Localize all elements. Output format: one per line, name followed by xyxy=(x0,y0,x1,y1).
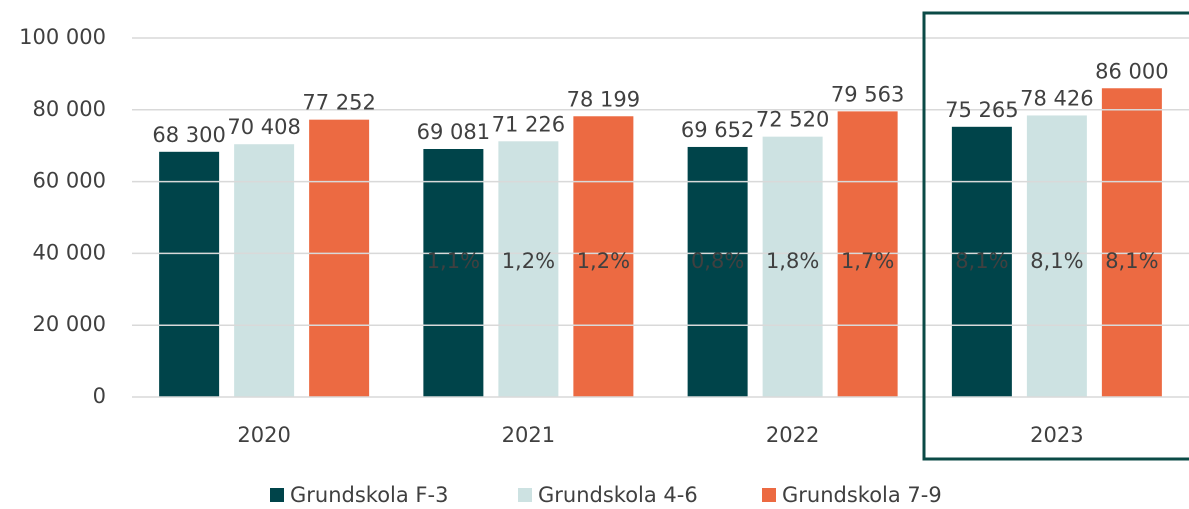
bar xyxy=(837,111,898,397)
bar xyxy=(687,146,748,397)
bar xyxy=(498,141,559,397)
value-label: 68 300 xyxy=(152,123,225,147)
x-tick-label: 2021 xyxy=(502,423,555,447)
growth-label: 1,1% xyxy=(427,249,480,273)
value-label: 86 000 xyxy=(1095,59,1168,83)
x-tick-label: 2023 xyxy=(1030,423,1083,447)
value-label: 77 252 xyxy=(302,91,375,115)
y-tick-label: 20 000 xyxy=(33,312,106,336)
growth-label: 8,1% xyxy=(1030,249,1083,273)
growth-label: 8,1% xyxy=(1105,249,1158,273)
value-label: 75 265 xyxy=(945,98,1018,122)
growth-label: 1,2% xyxy=(577,249,630,273)
bar xyxy=(1101,88,1162,397)
value-label: 69 081 xyxy=(417,120,490,144)
legend-swatch xyxy=(762,488,776,502)
bar xyxy=(159,151,220,397)
growth-label: 8,1% xyxy=(955,249,1008,273)
value-label: 78 199 xyxy=(567,87,640,111)
y-tick-label: 100 000 xyxy=(19,25,106,49)
legend-label: Grundskola F-3 xyxy=(290,483,448,507)
y-tick-label: 60 000 xyxy=(33,169,106,193)
growth-label: 1,8% xyxy=(766,249,819,273)
bar xyxy=(1026,115,1087,398)
legend-swatch xyxy=(518,488,532,502)
y-tick-label: 80 000 xyxy=(33,97,106,121)
value-label: 79 563 xyxy=(831,82,904,106)
value-label: 69 652 xyxy=(681,118,754,142)
bar xyxy=(951,126,1012,398)
bar xyxy=(762,136,823,397)
bar xyxy=(573,116,634,397)
value-label: 78 426 xyxy=(1020,86,1093,110)
growth-label: 1,2% xyxy=(502,249,555,273)
value-label: 72 520 xyxy=(756,108,829,132)
x-tick-label: 2022 xyxy=(766,423,819,447)
value-label: 70 408 xyxy=(227,115,300,139)
bar xyxy=(309,119,370,398)
bar xyxy=(423,148,484,397)
growth-label: 0,8% xyxy=(691,249,744,273)
bar xyxy=(234,144,295,397)
x-tick-label: 2020 xyxy=(237,423,290,447)
growth-label: 1,7% xyxy=(841,249,894,273)
highlight-box xyxy=(922,11,1189,461)
legend-label: Grundskola 7-9 xyxy=(782,483,942,507)
y-tick-label: 0 xyxy=(93,384,106,408)
y-tick-label: 40 000 xyxy=(33,240,106,264)
legend-label: Grundskola 4-6 xyxy=(538,483,698,507)
value-label: 71 226 xyxy=(492,112,565,136)
legend-swatch xyxy=(270,488,284,502)
